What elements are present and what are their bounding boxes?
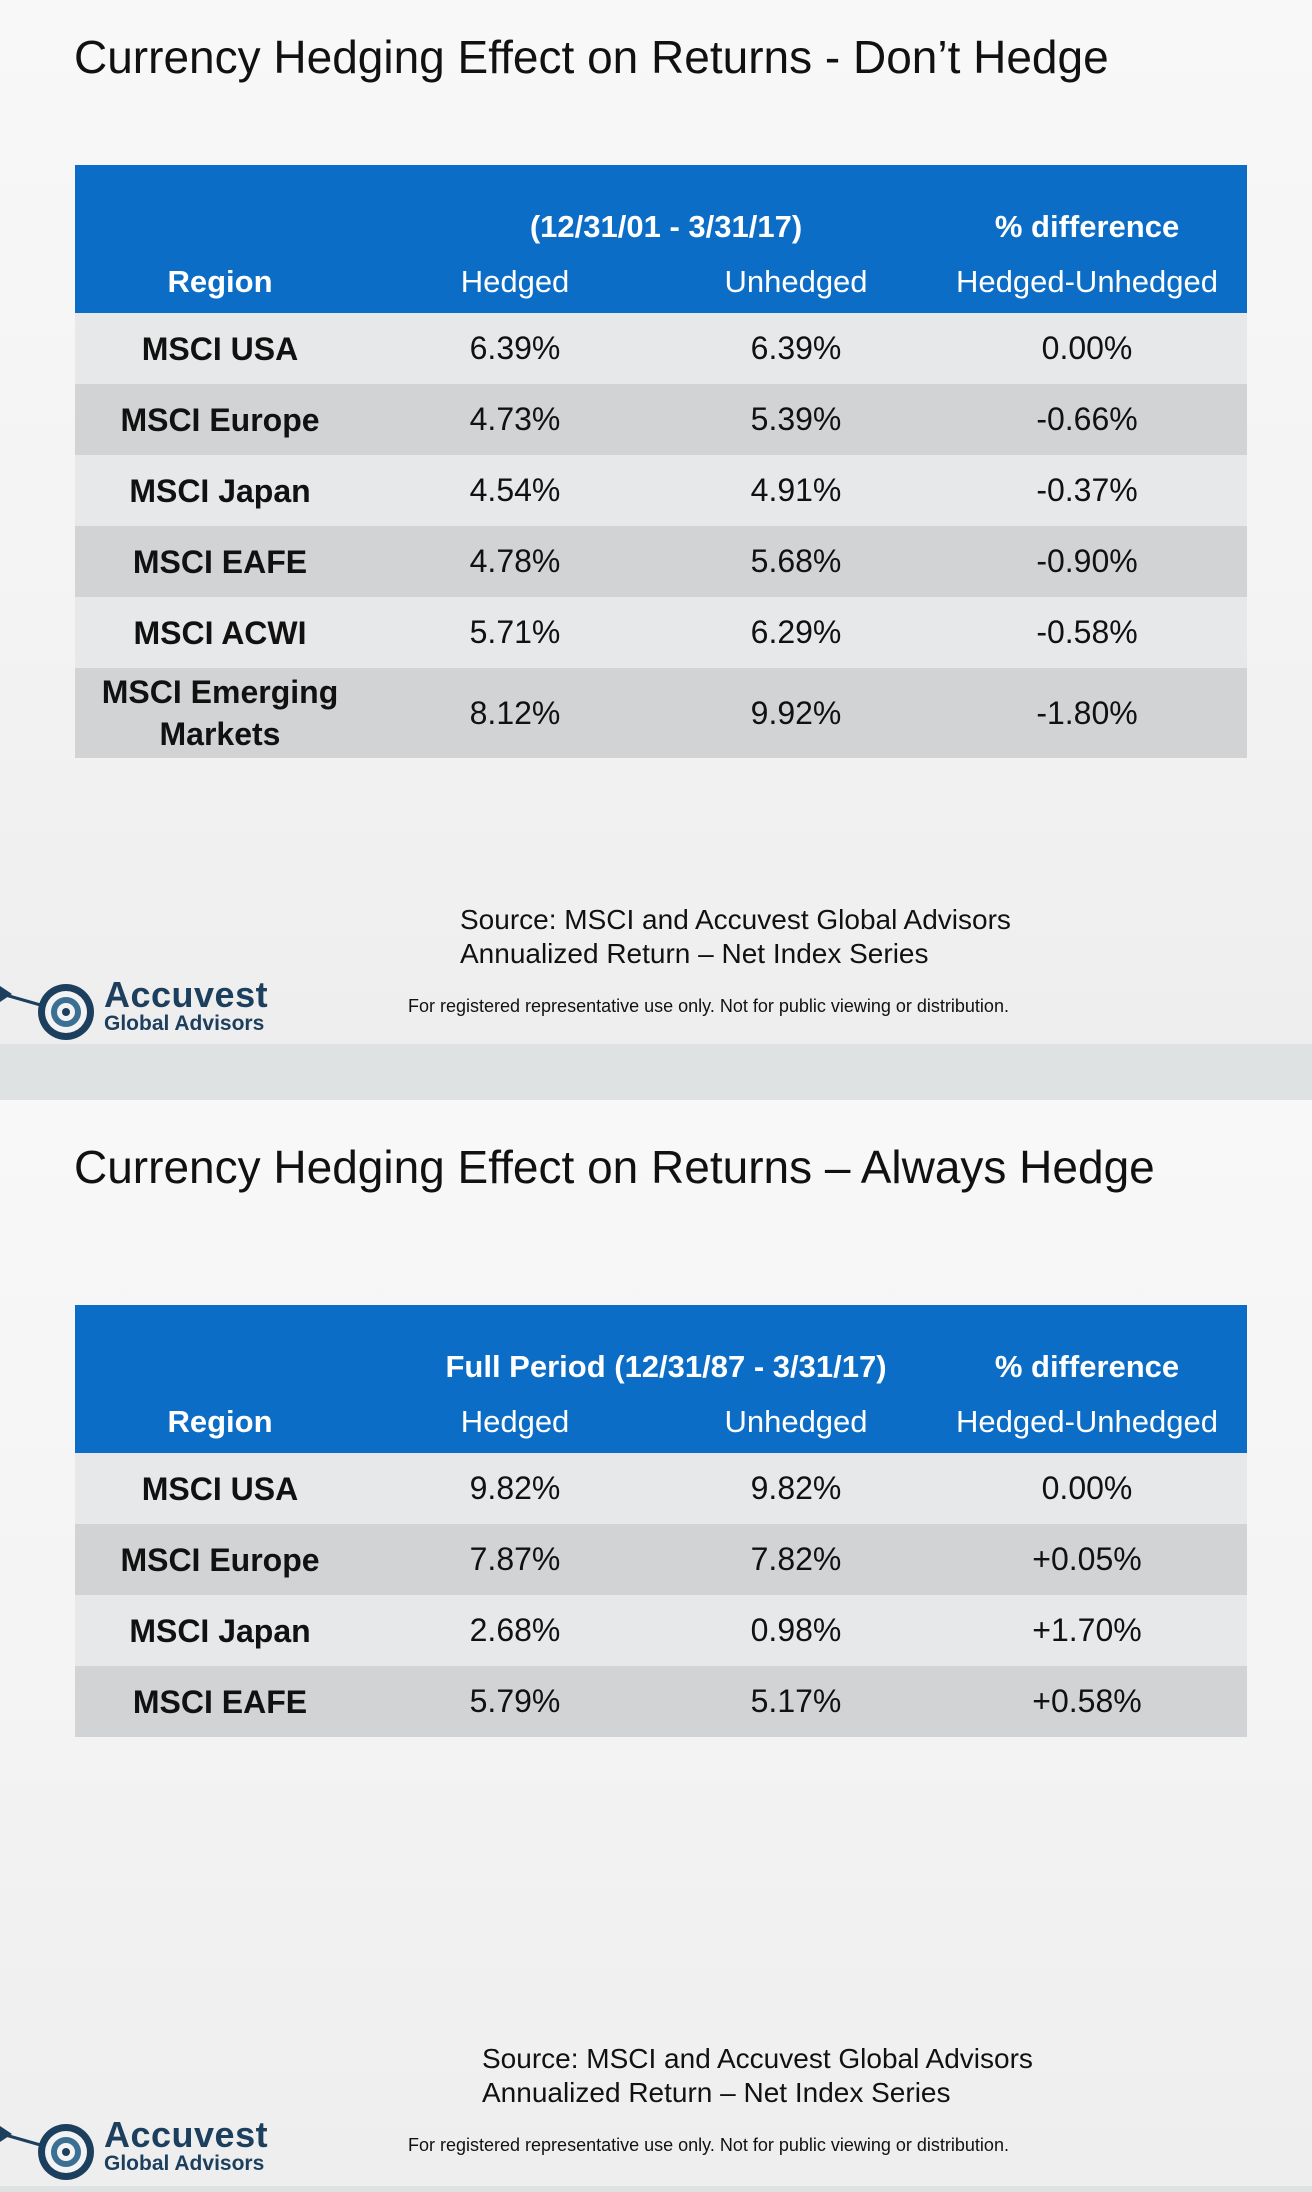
region-cell: MSCI EAFE bbox=[75, 1666, 365, 1737]
table-row: MSCI ACWI 5.71% 6.29% -0.58% bbox=[75, 597, 1248, 668]
hedged-cell: 4.73% bbox=[365, 384, 665, 455]
hedged-cell: 2.68% bbox=[365, 1595, 665, 1666]
region-cell: MSCI Japan bbox=[75, 1595, 365, 1666]
unhedged-cell: 6.29% bbox=[665, 597, 928, 668]
region-cell: MSCI USA bbox=[75, 1453, 365, 1524]
hedged-header: Hedged bbox=[365, 1391, 665, 1453]
diff-cell: 0.00% bbox=[927, 1453, 1247, 1524]
unhedged-cell: 6.39% bbox=[665, 313, 928, 384]
header-row-columns: Region Hedged Unhedged Hedged-Unhedged bbox=[75, 251, 1248, 313]
diff-cell: 0.00% bbox=[927, 313, 1248, 384]
returns-table: Full Period (12/31/87 - 3/31/17) % diffe… bbox=[75, 1305, 1247, 1737]
pct-difference-header: % difference bbox=[927, 1305, 1247, 1391]
region-cell: MSCI Europe bbox=[75, 384, 365, 455]
slide-dont-hedge: Currency Hedging Effect on Returns - Don… bbox=[0, 0, 1312, 1044]
header-blank bbox=[75, 165, 365, 251]
slide-always-hedge: Currency Hedging Effect on Returns – Alw… bbox=[0, 1100, 1312, 2186]
target-arrow-icon bbox=[0, 984, 94, 1040]
period-header: (12/31/01 - 3/31/17) bbox=[365, 165, 928, 251]
header-blank bbox=[75, 1305, 365, 1391]
region-cell: MSCI Japan bbox=[75, 455, 365, 526]
slide-title: Currency Hedging Effect on Returns – Alw… bbox=[74, 1141, 1155, 1193]
source-line: Source: MSCI and Accuvest Global Advisor… bbox=[482, 2043, 1033, 2074]
region-cell: MSCI EAFE bbox=[75, 526, 365, 597]
logo-name: Accuvest bbox=[104, 974, 269, 1015]
logo-subtitle: Global Advisors bbox=[104, 1012, 265, 1035]
diff-cell: +0.05% bbox=[927, 1524, 1247, 1595]
source-note: Source: MSCI and Accuvest Global Advisor… bbox=[460, 903, 1011, 971]
hedged-cell: 7.87% bbox=[365, 1524, 665, 1595]
logo-subtitle: Global Advisors bbox=[104, 2152, 265, 2175]
diff-header: Hedged-Unhedged bbox=[927, 251, 1248, 313]
region-cell: MSCI Emerging Markets bbox=[75, 668, 365, 758]
unhedged-cell: 5.68% bbox=[665, 526, 928, 597]
diff-cell: -0.66% bbox=[927, 384, 1248, 455]
company-logo: Accuvest Global Advisors bbox=[0, 2112, 310, 2182]
unhedged-cell: 0.98% bbox=[665, 1595, 927, 1666]
table-row: MSCI EAFE 5.79% 5.17% +0.58% bbox=[75, 1666, 1247, 1737]
diff-cell: -0.58% bbox=[927, 597, 1248, 668]
unhedged-cell: 9.92% bbox=[665, 668, 928, 758]
unhedged-cell: 7.82% bbox=[665, 1524, 927, 1595]
pct-difference-header: % difference bbox=[927, 165, 1248, 251]
returns-table: (12/31/01 - 3/31/17) % difference Region… bbox=[75, 165, 1248, 758]
diff-cell: -0.37% bbox=[927, 455, 1248, 526]
hedged-cell: 8.12% bbox=[365, 668, 665, 758]
diff-cell: +1.70% bbox=[927, 1595, 1247, 1666]
diff-header: Hedged-Unhedged bbox=[927, 1391, 1247, 1453]
slide-title: Currency Hedging Effect on Returns - Don… bbox=[74, 31, 1109, 83]
unhedged-cell: 4.91% bbox=[665, 455, 928, 526]
header-row-period: (12/31/01 - 3/31/17) % difference bbox=[75, 165, 1248, 251]
table-row: MSCI USA 9.82% 9.82% 0.00% bbox=[75, 1453, 1247, 1524]
table-row: MSCI Japan 2.68% 0.98% +1.70% bbox=[75, 1595, 1247, 1666]
hedged-cell: 4.78% bbox=[365, 526, 665, 597]
region-header: Region bbox=[75, 1391, 365, 1453]
hedged-cell: 6.39% bbox=[365, 313, 665, 384]
source-line: Source: MSCI and Accuvest Global Advisor… bbox=[460, 904, 1011, 935]
unhedged-cell: 5.17% bbox=[665, 1666, 927, 1737]
source-line: Annualized Return – Net Index Series bbox=[460, 938, 929, 969]
table-row: MSCI Japan 4.54% 4.91% -0.37% bbox=[75, 455, 1248, 526]
source-line: Annualized Return – Net Index Series bbox=[482, 2077, 951, 2108]
hedged-cell: 9.82% bbox=[365, 1453, 665, 1524]
table-row: MSCI Europe 7.87% 7.82% +0.05% bbox=[75, 1524, 1247, 1595]
company-logo: Accuvest Global Advisors bbox=[0, 972, 310, 1042]
logo-name: Accuvest bbox=[104, 2114, 269, 2155]
disclaimer: For registered representative use only. … bbox=[408, 2135, 1009, 2155]
header-row-period: Full Period (12/31/87 - 3/31/17) % diffe… bbox=[75, 1305, 1247, 1391]
hedged-cell: 5.71% bbox=[365, 597, 665, 668]
table-row: MSCI USA 6.39% 6.39% 0.00% bbox=[75, 313, 1248, 384]
diff-cell: -0.90% bbox=[927, 526, 1248, 597]
region-cell: MSCI Europe bbox=[75, 1524, 365, 1595]
source-note: Source: MSCI and Accuvest Global Advisor… bbox=[482, 2042, 1033, 2110]
unhedged-cell: 9.82% bbox=[665, 1453, 927, 1524]
table-row: MSCI Europe 4.73% 5.39% -0.66% bbox=[75, 384, 1248, 455]
region-header: Region bbox=[75, 251, 365, 313]
region-cell: MSCI USA bbox=[75, 313, 365, 384]
unhedged-header: Unhedged bbox=[665, 251, 928, 313]
diff-cell: -1.80% bbox=[927, 668, 1248, 758]
target-arrow-icon bbox=[0, 2124, 94, 2180]
unhedged-cell: 5.39% bbox=[665, 384, 928, 455]
hedged-cell: 4.54% bbox=[365, 455, 665, 526]
period-header: Full Period (12/31/87 - 3/31/17) bbox=[365, 1305, 927, 1391]
disclaimer: For registered representative use only. … bbox=[408, 996, 1009, 1016]
region-cell: MSCI ACWI bbox=[75, 597, 365, 668]
hedged-header: Hedged bbox=[365, 251, 665, 313]
header-row-columns: Region Hedged Unhedged Hedged-Unhedged bbox=[75, 1391, 1247, 1453]
table-row: MSCI EAFE 4.78% 5.68% -0.90% bbox=[75, 526, 1248, 597]
hedged-cell: 5.79% bbox=[365, 1666, 665, 1737]
table-row: MSCI Emerging Markets 8.12% 9.92% -1.80% bbox=[75, 668, 1248, 758]
diff-cell: +0.58% bbox=[927, 1666, 1247, 1737]
unhedged-header: Unhedged bbox=[665, 1391, 927, 1453]
